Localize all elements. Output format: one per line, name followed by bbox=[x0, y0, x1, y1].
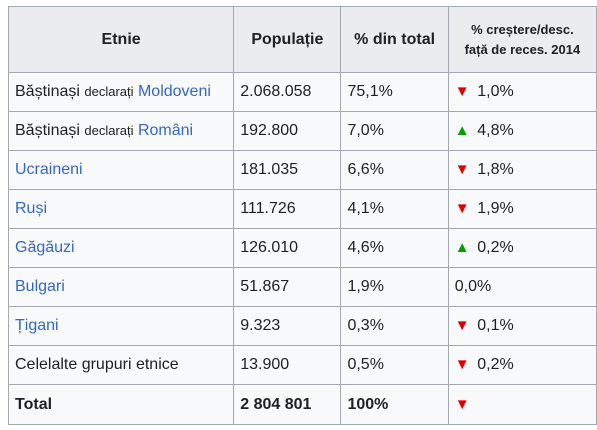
change-value: 0,2% bbox=[477, 356, 514, 373]
header-change[interactable]: % creștere/desc. față de reces. 2014 bbox=[447, 6, 597, 73]
cell-change: ▲ 4,8% bbox=[447, 111, 597, 151]
cell-change: ▲ 0,2% bbox=[447, 228, 597, 268]
total-label: Total bbox=[7, 384, 235, 425]
header-population[interactable]: Populație bbox=[233, 6, 342, 73]
ethnicity-prefix: Băștinași bbox=[15, 83, 80, 100]
cell-population: 192.800 bbox=[233, 111, 342, 151]
cell-percent: 6,6% bbox=[340, 150, 449, 190]
table-row: Băștinași declarați Moldoveni 2.068.058 75… bbox=[7, 72, 597, 112]
cell-ethnicity: Băștinași declarați Moldoveni bbox=[7, 72, 235, 112]
cell-percent: 75,1% bbox=[340, 72, 449, 112]
change-value: 4,8% bbox=[477, 122, 514, 139]
down-triangle-icon: ▼ bbox=[454, 83, 470, 100]
cell-population: 2.068.058 bbox=[233, 72, 342, 112]
header-change-line2: față de reces. 2014 bbox=[464, 41, 581, 57]
cell-change: ▼ 1,9% bbox=[447, 189, 597, 229]
cell-population: 51.867 bbox=[233, 267, 342, 307]
ethnicity-name: Celelalte grupuri etnice bbox=[15, 356, 179, 373]
table-row: Țigani 9.323 0,3% ▼ 0,1% bbox=[7, 306, 597, 346]
change-value: 0,1% bbox=[477, 317, 514, 334]
change-value: 0,2% bbox=[477, 239, 514, 256]
header-row: Etnie Populație % din total % creștere/d… bbox=[7, 6, 597, 73]
cell-ethnicity: Celelalte grupuri etnice bbox=[7, 345, 235, 385]
total-change: ▼ bbox=[447, 384, 597, 425]
cell-change: ▼ 1,8% bbox=[447, 150, 597, 190]
cell-ethnicity: Ruși bbox=[7, 189, 235, 229]
header-etnie[interactable]: Etnie bbox=[7, 6, 235, 73]
ethnic-population-table: Etnie Populație % din total % creștere/d… bbox=[7, 6, 597, 425]
down-triangle-icon: ▼ bbox=[454, 317, 470, 334]
total-percent: 100% bbox=[340, 384, 449, 425]
cell-change: 0,0% bbox=[447, 267, 597, 307]
cell-population: 9.323 bbox=[233, 306, 342, 346]
table-row: Găgăuzi 126.010 4,6% ▲ 0,2% bbox=[7, 228, 597, 268]
cell-ethnicity: Bulgari bbox=[7, 267, 235, 307]
change-value: 1,8% bbox=[477, 161, 514, 178]
cell-ethnicity: Ucraineni bbox=[7, 150, 235, 190]
cell-population: 111.726 bbox=[233, 189, 342, 229]
ethnicity-link[interactable]: Țigani bbox=[15, 317, 59, 334]
total-row: Total 2 804 801 100% ▼ bbox=[7, 384, 597, 425]
cell-percent: 0,3% bbox=[340, 306, 449, 346]
table-row: Ucraineni 181.035 6,6% ▼ 1,8% bbox=[7, 150, 597, 190]
down-triangle-icon: ▼ bbox=[454, 200, 470, 217]
ethnicity-qualifier: declarați bbox=[84, 123, 134, 138]
cell-change: ▼ 0,2% bbox=[447, 345, 597, 385]
cell-population: 181.035 bbox=[233, 150, 342, 190]
cell-population: 13.900 bbox=[233, 345, 342, 385]
cell-percent: 0,5% bbox=[340, 345, 449, 385]
up-triangle-icon: ▲ bbox=[454, 239, 470, 256]
up-triangle-icon: ▲ bbox=[454, 122, 470, 139]
ethnicity-link[interactable]: Ucraineni bbox=[15, 161, 83, 178]
cell-change: ▼ 1,0% bbox=[447, 72, 597, 112]
change-value: 0,0% bbox=[454, 278, 492, 295]
ethnicity-link[interactable]: Moldoveni bbox=[137, 83, 211, 100]
header-change-line1: % creștere/desc. bbox=[471, 21, 574, 37]
ethnicity-prefix: Băștinași bbox=[15, 122, 80, 139]
table-row: Ruși 111.726 4,1% ▼ 1,9% bbox=[7, 189, 597, 229]
ethnicity-link[interactable]: Ruși bbox=[15, 200, 48, 217]
change-value: 1,9% bbox=[477, 200, 514, 217]
down-triangle-icon: ▼ bbox=[454, 395, 470, 413]
cell-ethnicity: Găgăuzi bbox=[7, 228, 235, 268]
down-triangle-icon: ▼ bbox=[454, 356, 470, 373]
cell-percent: 4,1% bbox=[340, 189, 449, 229]
table-row: Bulgari 51.867 1,9% 0,0% bbox=[7, 267, 597, 307]
ethnicity-link[interactable]: Găgăuzi bbox=[15, 239, 75, 256]
header-percent[interactable]: % din total bbox=[340, 6, 449, 73]
cell-population: 126.010 bbox=[233, 228, 342, 268]
ethnicity-qualifier: declarați bbox=[84, 84, 134, 99]
total-population: 2 804 801 bbox=[233, 384, 342, 425]
table-body: Băștinași declarați Moldoveni 2.068.058 75… bbox=[7, 72, 597, 425]
cell-ethnicity: Băștinași declarați Români bbox=[7, 111, 235, 151]
change-value: 1,0% bbox=[477, 83, 514, 100]
down-triangle-icon: ▼ bbox=[454, 161, 470, 178]
cell-percent: 4,6% bbox=[340, 228, 449, 268]
cell-ethnicity: Țigani bbox=[7, 306, 235, 346]
cell-percent: 1,9% bbox=[340, 267, 449, 307]
cell-change: ▼ 0,1% bbox=[447, 306, 597, 346]
table-row: Celelalte grupuri etnice 13.900 0,5% ▼ 0,2% bbox=[7, 345, 597, 385]
table-row: Băștinași declarați Români 192.800 7,0% ▲ 4… bbox=[7, 111, 597, 151]
ethnicity-link[interactable]: Bulgari bbox=[15, 278, 65, 295]
cell-percent: 7,0% bbox=[340, 111, 449, 151]
ethnicity-link[interactable]: Români bbox=[137, 122, 194, 139]
